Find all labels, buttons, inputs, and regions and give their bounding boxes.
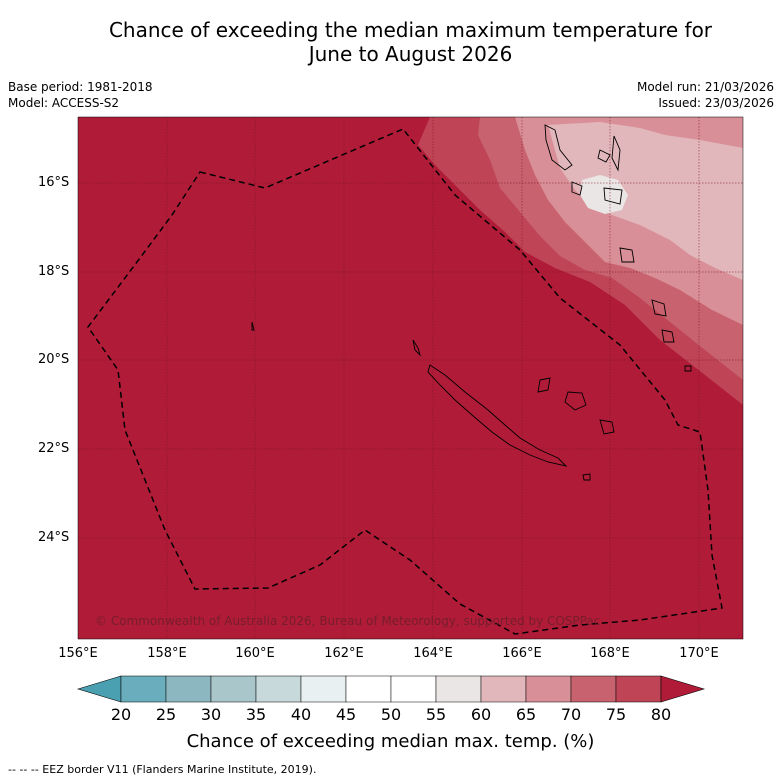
colorbar-tick-55: 55 — [425, 705, 447, 724]
heatmap-area — [78, 117, 743, 639]
island-chesterfield — [251, 321, 255, 331]
colorbar-tick-60: 60 — [470, 705, 492, 724]
colorbar-bin-65-70 — [525, 675, 572, 703]
colorbar-tick-30: 30 — [200, 705, 222, 724]
title-line-1: Chance of exceeding the median maximum t… — [108, 18, 713, 42]
colorbar-tick-35: 35 — [245, 705, 267, 724]
lon-label-168e: 168°E — [590, 646, 630, 661]
colorbar-bin-45-50 — [345, 675, 392, 703]
island-east-2 — [661, 329, 675, 343]
colorbar — [76, 675, 706, 703]
colorbar-bin-50-55 — [390, 675, 437, 703]
title-line-2: June to August 2026 — [308, 42, 513, 66]
loyalty-island-2 — [564, 391, 587, 411]
map-frame — [77, 116, 744, 640]
chart-title: Chance of exceeding the median maximum t… — [0, 18, 781, 66]
model-name: Model: ACCESS-S2 — [8, 96, 120, 110]
lat-label-24s: 24°S — [38, 530, 70, 545]
colorbar-bin-70-75 — [570, 675, 617, 703]
island-coast-north — [412, 339, 421, 357]
colorbar-bin-25-30 — [165, 675, 212, 703]
colorbar-tick-80: 80 — [650, 705, 672, 724]
model-run: Model run: 21/03/2026 — [636, 80, 774, 94]
colorbar-tick-75: 75 — [605, 705, 627, 724]
colorbar-bin-75-80 — [615, 675, 662, 703]
loyalty-island-1 — [537, 377, 551, 393]
coastlines — [251, 124, 692, 481]
island-east-1 — [651, 299, 667, 317]
copyright-notice: © Commonwealth of Australia 2026, Bureau… — [95, 614, 601, 628]
lon-label-156e: 156°E — [58, 646, 98, 661]
vanuatu-efate — [597, 149, 611, 163]
eez-footnote: -- -- -- EEZ border V11 (Flanders Marine… — [8, 763, 317, 776]
lat-label-16s: 16°S — [38, 175, 70, 190]
colorbar-tick-40: 40 — [290, 705, 312, 724]
colorbar-low-extension — [76, 675, 122, 703]
loyalty-island-3 — [599, 419, 615, 435]
island-east-3 — [684, 365, 692, 372]
meta-left: Base period: 1981-2018 Model: ACCESS-S2 — [8, 79, 153, 111]
colorbar-bin-40-45 — [300, 675, 347, 703]
colorbar-high-extension — [660, 675, 706, 703]
colorbar-label: Chance of exceeding median max. temp. (%… — [186, 731, 595, 752]
vanuatu-malekula — [571, 181, 583, 196]
lat-label-20s: 20°S — [38, 352, 70, 367]
vanuatu-south — [603, 187, 623, 205]
heatmap-region-55-60 — [580, 175, 628, 214]
lat-label-22s: 22°S — [38, 441, 70, 456]
lon-label-170e: 170°E — [679, 646, 719, 661]
colorbar-tick-45: 45 — [335, 705, 357, 724]
vanuatu-tanna — [619, 247, 635, 263]
issued-date: Issued: 23/03/2026 — [658, 96, 774, 110]
meta-right: Model run: 21/03/2026 Issued: 23/03/2026 — [637, 79, 774, 111]
colorbar-bin-35-40 — [255, 675, 302, 703]
colorbar-tick-65: 65 — [515, 705, 537, 724]
lat-label-18s: 18°S — [38, 264, 70, 279]
lon-label-158e: 158°E — [147, 646, 187, 661]
heatmap-region-60-65 — [548, 122, 743, 280]
colorbar-bin-60-65 — [480, 675, 527, 703]
lon-label-166e: 166°E — [502, 646, 542, 661]
colorbar-bin-30-35 — [210, 675, 257, 703]
lon-label-162e: 162°E — [324, 646, 364, 661]
colorbar-tick-50: 50 — [380, 705, 402, 724]
vanuatu-pentecost — [611, 135, 621, 172]
lon-label-160e: 160°E — [235, 646, 275, 661]
colorbar-tick-20: 20 — [110, 705, 132, 724]
new-caledonia-coast — [427, 364, 568, 467]
colorbar-bin-55-60 — [435, 675, 482, 703]
base-period: Base period: 1981-2018 — [8, 80, 153, 94]
vanuatu-espiritu-santo — [544, 124, 573, 171]
colorbar-bin-20-25 — [120, 675, 167, 703]
lon-label-164e: 164°E — [413, 646, 453, 661]
isle-of-pines — [582, 473, 591, 481]
colorbar-tick-70: 70 — [560, 705, 582, 724]
colorbar-tick-25: 25 — [155, 705, 177, 724]
